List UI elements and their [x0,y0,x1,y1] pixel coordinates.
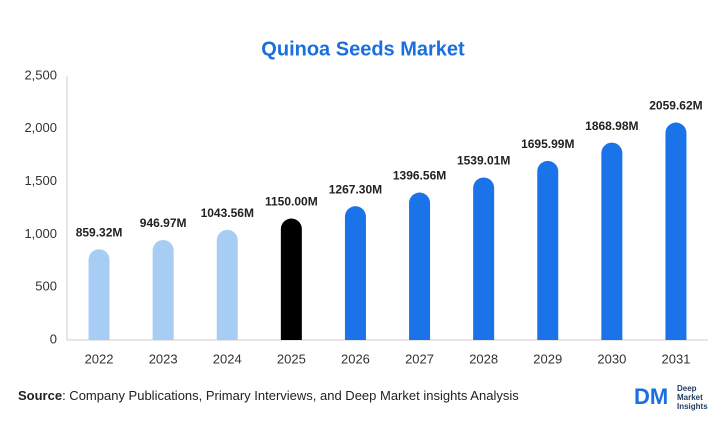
bar [280,218,302,340]
bar [344,206,366,340]
y-tick-label: 1,000 [24,226,57,241]
y-tick-label: 500 [35,279,57,294]
value-label: 1868.98M [585,119,638,133]
bar [473,177,495,340]
x-tick-label: 2029 [533,351,562,366]
chart-title: Quinoa Seeds Market [261,38,465,60]
bar [216,229,238,340]
bar [88,249,110,340]
logo-text: Insights [677,402,708,411]
logo-mark: DM [634,384,668,409]
bar [152,239,174,340]
x-tick-label: 2023 [149,351,178,366]
y-tick-label: 2,500 [24,67,57,82]
x-tick-label: 2028 [469,351,498,366]
x-tick-label: 2030 [597,351,626,366]
source-label: Source [18,388,62,403]
value-label: 1396.56M [393,169,446,183]
y-tick-label: 1,500 [24,173,57,188]
logo-text: Market [677,393,703,402]
x-tick-label: 2022 [85,351,114,366]
x-tick-label: 2027 [405,351,434,366]
value-label: 1150.00M [265,195,318,209]
value-label: 1267.30M [329,182,382,196]
x-tick-label: 2026 [341,351,370,366]
logo-text: Deep [677,384,697,393]
bar [409,192,431,340]
value-label: 1695.99M [521,137,574,151]
value-label: 1539.01M [457,154,510,168]
value-label: 946.97M [140,216,187,230]
bar [665,122,687,340]
y-tick-label: 2,000 [24,120,57,135]
source: Source: Company Publications, Primary In… [18,388,519,403]
x-tick-label: 2025 [277,351,306,366]
bar [537,160,559,340]
bar [601,142,623,340]
x-tick-label: 2031 [661,351,690,366]
y-tick-label: 0 [50,331,57,346]
x-tick-label: 2024 [213,351,242,366]
value-label: 859.32M [76,225,123,239]
source-text: : Company Publications, Primary Intervie… [62,388,519,403]
value-label: 1043.56M [201,206,254,220]
value-label: 2059.62M [649,99,702,113]
